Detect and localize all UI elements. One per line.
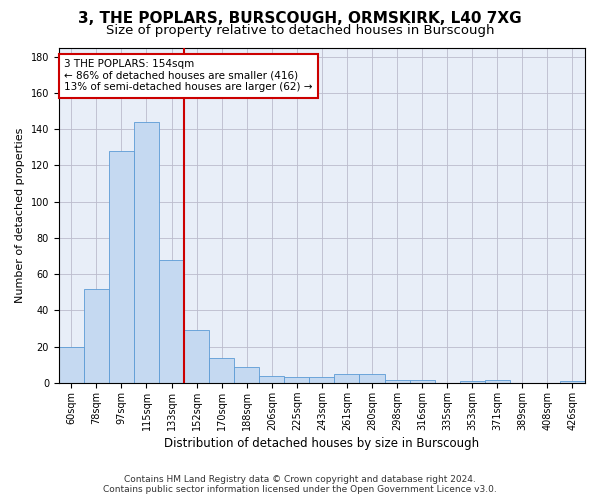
Text: Size of property relative to detached houses in Burscough: Size of property relative to detached ho… [106, 24, 494, 37]
Bar [184, 330, 209, 383]
Text: 3 THE POPLARS: 154sqm
← 86% of detached houses are smaller (416)
13% of semi-det: 3 THE POPLARS: 154sqm ← 86% of detached … [64, 59, 313, 92]
Bar [560, 381, 585, 383]
Bar [59, 346, 84, 383]
Text: Contains HM Land Registry data © Crown copyright and database right 2024.
Contai: Contains HM Land Registry data © Crown c… [103, 474, 497, 494]
Bar [334, 374, 359, 383]
Bar [359, 374, 385, 383]
Bar [284, 378, 310, 383]
Text: 3, THE POPLARS, BURSCOUGH, ORMSKIRK, L40 7XG: 3, THE POPLARS, BURSCOUGH, ORMSKIRK, L40… [78, 11, 522, 26]
Bar [159, 260, 184, 383]
Bar [109, 151, 134, 383]
Y-axis label: Number of detached properties: Number of detached properties [15, 128, 25, 303]
Bar [234, 366, 259, 383]
X-axis label: Distribution of detached houses by size in Burscough: Distribution of detached houses by size … [164, 437, 479, 450]
Bar [209, 358, 234, 383]
Bar [460, 381, 485, 383]
Bar [134, 122, 159, 383]
Bar [385, 380, 410, 383]
Bar [310, 378, 334, 383]
Bar [485, 380, 510, 383]
Bar [410, 380, 434, 383]
Bar [84, 288, 109, 383]
Bar [259, 376, 284, 383]
